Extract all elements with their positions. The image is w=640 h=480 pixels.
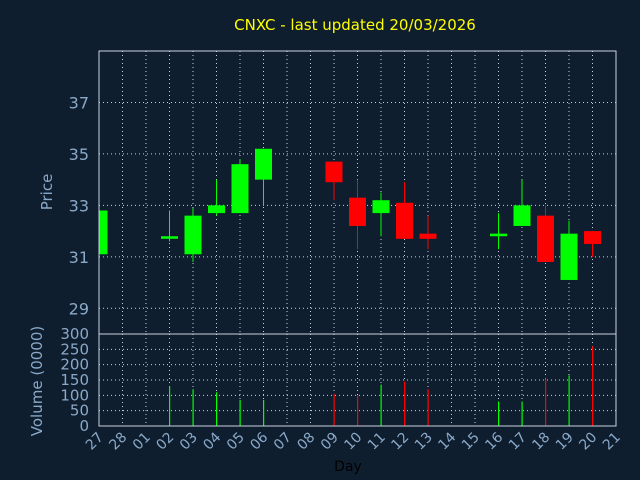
day-axis: 27 28 01 02 03 04 05 06 07 08 09 10 11 12 13 14 15 16 17 18… — [83, 429, 624, 453]
volume-tick-label: 0 — [79, 417, 89, 435]
volume-tick-label: 150 — [60, 371, 89, 389]
volume-axis-label: Volume (0000) — [28, 326, 46, 436]
price-tick-label: 29 — [69, 299, 89, 318]
candle-body — [560, 233, 578, 280]
volume-bar — [192, 389, 194, 426]
volume-bar — [357, 395, 359, 426]
volume-bar — [521, 401, 523, 426]
volume-bar — [263, 399, 265, 426]
price-axis-label: Price — [38, 174, 56, 211]
price-panel: 29 31 33 35 37 — [69, 50, 617, 335]
candle-body — [99, 210, 108, 255]
volume-bar — [592, 346, 594, 426]
price-tick-label: 35 — [69, 145, 89, 164]
volume-bar — [568, 375, 570, 426]
candle-body — [490, 233, 507, 237]
volume-tick-label: 200 — [60, 356, 89, 374]
candle-body — [325, 161, 343, 183]
volume-bar — [545, 378, 547, 426]
volume-bar — [169, 386, 171, 426]
volume-tick-label: 50 — [70, 402, 89, 420]
candle-body — [184, 215, 202, 255]
candle-body — [255, 148, 272, 180]
candle-body — [396, 202, 413, 239]
candle-body — [584, 231, 601, 244]
price-tick-label: 33 — [69, 196, 89, 215]
candle-body — [231, 164, 249, 214]
volume-bar — [380, 384, 382, 426]
candle-body — [161, 236, 178, 239]
day-axis-label: Day — [334, 459, 362, 475]
price-tick-label: 37 — [69, 93, 89, 112]
volume-bar — [404, 381, 406, 426]
candle-body — [372, 200, 390, 214]
candle-body — [513, 205, 531, 226]
volume-tick-label: 250 — [60, 340, 89, 358]
volume-bar — [498, 401, 500, 426]
volume-frame — [98, 333, 617, 427]
candle-body — [537, 215, 554, 262]
volume-bar — [216, 392, 218, 426]
candle-body — [349, 197, 366, 226]
chart-title: CNXC - last updated 20/03/2026 — [234, 16, 476, 34]
price-tick-label: 31 — [69, 248, 89, 267]
candle-body — [208, 205, 225, 214]
volume-bar — [239, 399, 241, 426]
volume-tick-label: 300 — [60, 325, 89, 343]
candle-body — [419, 233, 437, 239]
volume-tick-label: 100 — [60, 386, 89, 404]
volume-bar — [333, 393, 335, 426]
volume-bar — [427, 389, 429, 426]
